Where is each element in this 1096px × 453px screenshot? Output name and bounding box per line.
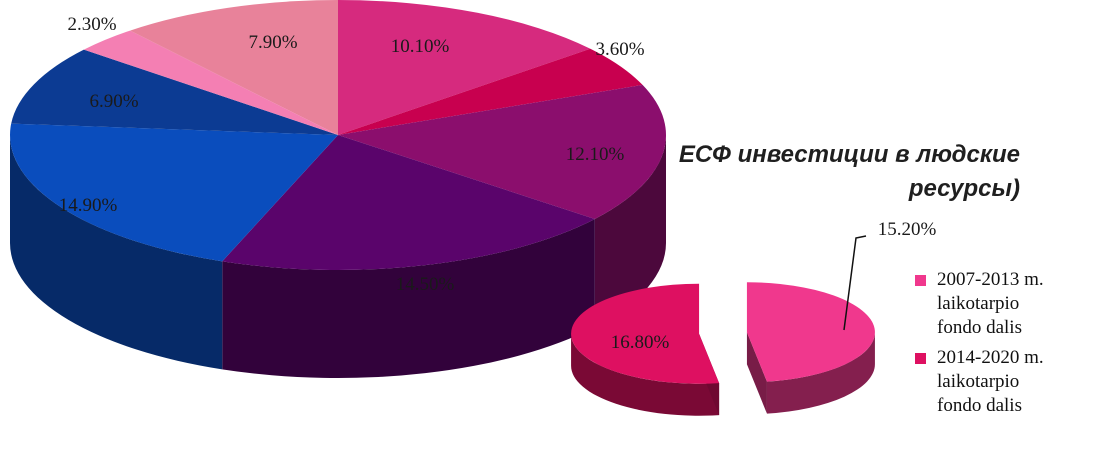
big-pie-slice-12-10: [338, 84, 666, 219]
big-pie-slice-14-90: [9, 123, 338, 262]
big-pie-slice-10-10: [338, 0, 591, 135]
big-pie-label-10-10: 10.10%: [391, 36, 450, 57]
small-pie-slice-15-20: [746, 282, 875, 382]
small-pie: 15.20% 16.80%: [571, 219, 936, 416]
legend-item-2014-2020: 2014-2020 m. laikotarpio fondo dalis: [915, 346, 1095, 418]
small-pie-labels: 15.20% 16.80%: [611, 219, 937, 353]
big-pie-slice-3-60: [338, 48, 643, 135]
big-pie-label-3-60: 3.60%: [595, 39, 644, 60]
big-pie-label-7-90: 7.90%: [248, 32, 297, 53]
big-pie-sides: [10, 135, 666, 378]
small-pie-tops: [571, 282, 875, 384]
big-pie-slice-6-90: [11, 49, 339, 135]
big-pie-side-14-50: [222, 218, 595, 378]
legend: 2007-2013 m. laikotarpio fondo dalis 201…: [915, 268, 1095, 424]
small-pie-side-16-80: [571, 333, 720, 416]
small-pie-face-15-20-1: [746, 332, 767, 414]
big-pie-side-12-10: [594, 135, 666, 327]
small-pie-label-15-20: 15.20%: [878, 219, 937, 240]
big-pie-slice-7-90: [130, 0, 338, 135]
big-pie-slice-2-30: [83, 30, 338, 136]
small-pie-label-16-80: 16.80%: [611, 332, 670, 353]
small-pie-leader-line: [843, 235, 867, 331]
legend-label-2014-2020: 2014-2020 m. laikotarpio fondo dalis: [937, 347, 1044, 416]
legend-swatch-2007-2013: [915, 275, 926, 286]
big-pie-labels: 10.10% 3.60% 12.10% 14.50% 14.90% 6.90% 2.30% 7…: [59, 14, 645, 295]
big-pie-side-14-90: [10, 135, 223, 370]
legend-item-2007-2013: 2007-2013 m. laikotarpio fondo dalis: [915, 268, 1095, 340]
small-pie-slice-16-80: [571, 283, 720, 384]
legend-label-2007-2013: 2007-2013 m. laikotarpio fondo dalis: [937, 269, 1044, 338]
legend-swatch-2014-2020: [915, 353, 926, 364]
big-pie-label-2-30: 2.30%: [67, 14, 116, 35]
big-pie-tops: [9, 0, 666, 270]
big-pie-label-6-90: 6.90%: [89, 91, 138, 112]
big-pie-slice-14-50: [222, 135, 595, 270]
chart-title: ЕСФ инвестиции в людские ресурсы): [678, 141, 1020, 202]
small-pie-side-15-20: [766, 332, 875, 414]
big-pie-label-12-10: 12.10%: [566, 144, 625, 165]
big-pie: 10.10% 3.60% 12.10% 14.50% 14.90% 6.90% 2.30% 7…: [9, 0, 666, 378]
big-pie-label-14-50: 14.50%: [396, 274, 455, 295]
big-pie-label-14-90: 14.90%: [59, 195, 118, 216]
